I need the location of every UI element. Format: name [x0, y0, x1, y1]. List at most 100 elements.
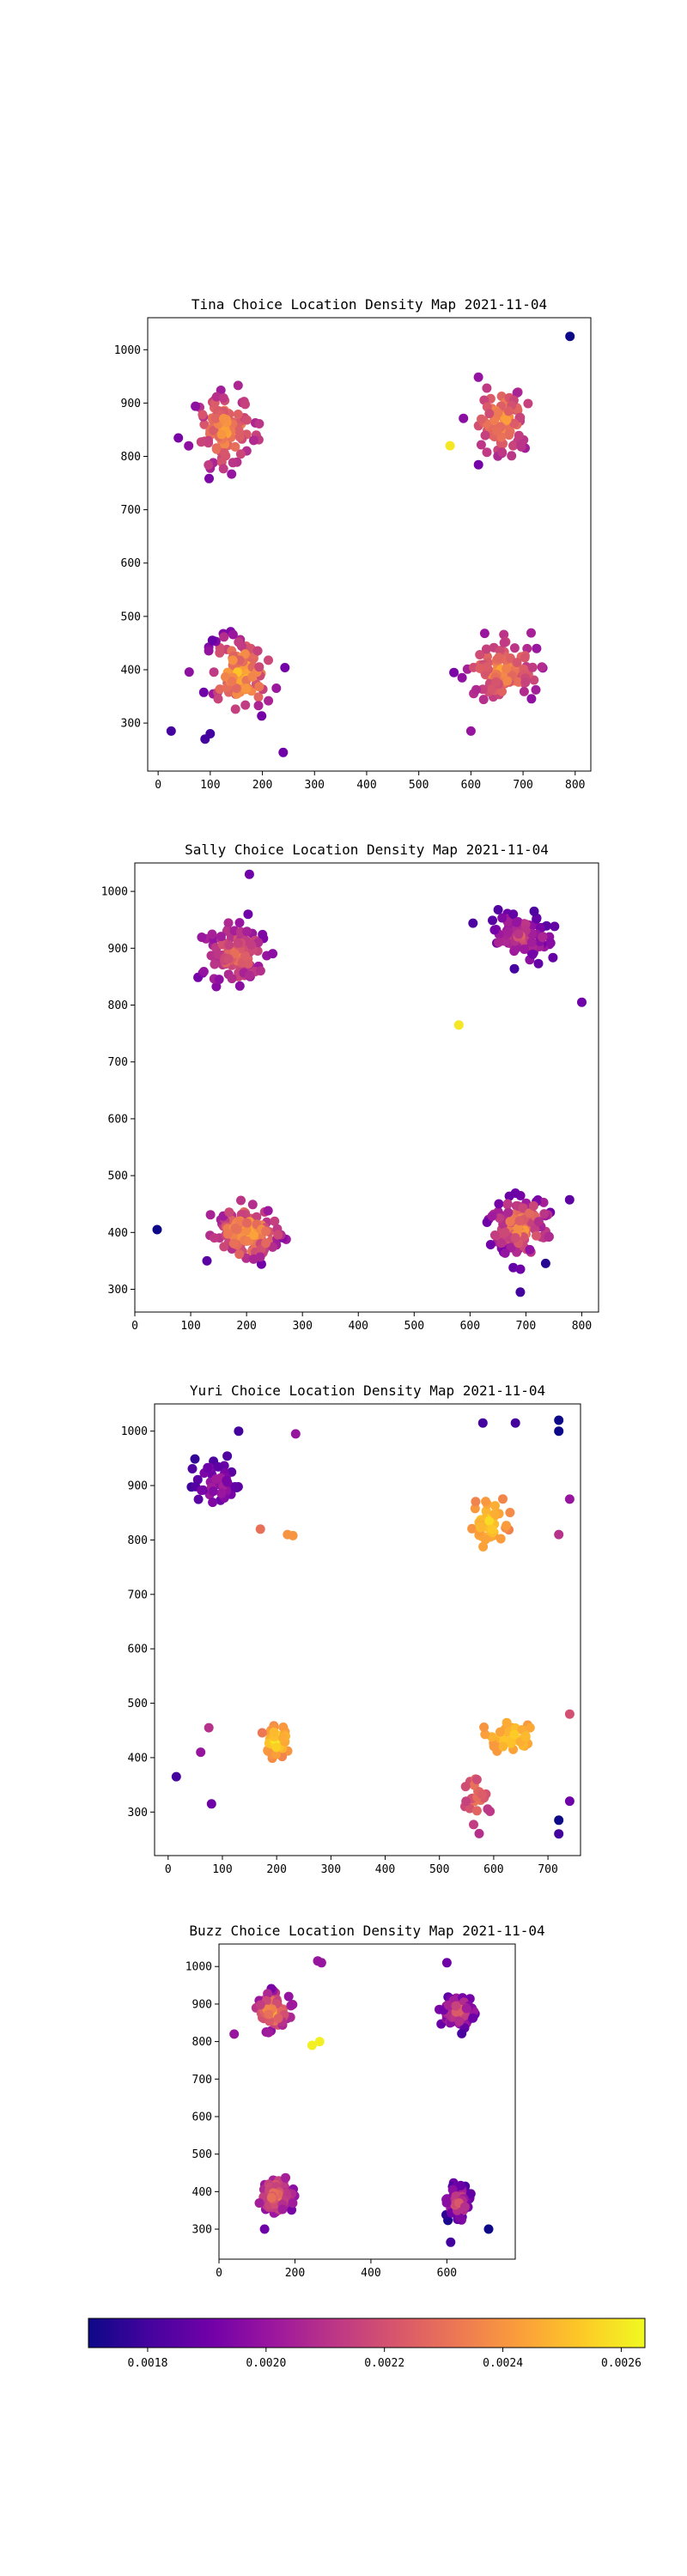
y-tick-label: 800: [108, 999, 128, 1012]
data-point: [227, 677, 237, 686]
data-point: [509, 418, 520, 428]
data-point: [211, 444, 222, 454]
data-point: [525, 1244, 535, 1255]
data-point: [480, 430, 490, 440]
data-point: [459, 413, 469, 423]
data-point: [478, 1541, 489, 1552]
data-point: [493, 905, 503, 914]
data-point: [222, 1229, 233, 1239]
data-point: [525, 1722, 535, 1733]
data-point: [199, 419, 210, 429]
data-point: [502, 664, 512, 674]
data-point: [499, 638, 509, 647]
y-tick-label: 800: [128, 1534, 148, 1547]
data-point: [219, 414, 228, 423]
x-tick-label: 100: [180, 1320, 200, 1333]
data-point: [204, 460, 214, 470]
data-point: [507, 451, 517, 461]
data-point: [465, 726, 476, 736]
y-tick-label: 700: [108, 1056, 128, 1069]
y-tick-label: 300: [192, 2224, 212, 2237]
data-point: [493, 408, 503, 418]
data-point: [478, 695, 489, 705]
data-point: [271, 683, 282, 693]
data-point: [484, 409, 495, 419]
data-point: [234, 1249, 245, 1260]
data-point: [210, 413, 221, 423]
data-point: [213, 1461, 223, 1472]
data-point: [247, 1200, 258, 1210]
data-point: [216, 1488, 227, 1498]
data-point: [204, 473, 214, 483]
data-point: [202, 1255, 212, 1266]
data-point: [253, 701, 264, 711]
data-point: [469, 1820, 478, 1830]
x-tick-label: 300: [292, 1320, 312, 1333]
panel-title: Tina Choice Location Density Map 2021-11…: [192, 296, 547, 313]
data-point: [269, 1727, 279, 1737]
data-point: [281, 2172, 290, 2183]
y-tick-label: 1000: [101, 886, 128, 899]
data-point: [206, 951, 216, 961]
data-point: [532, 643, 542, 653]
y-tick-label: 300: [108, 1284, 128, 1297]
data-point: [487, 683, 497, 694]
x-tick-label: 100: [212, 1863, 232, 1876]
data-point: [481, 1506, 491, 1516]
data-point: [529, 906, 539, 916]
data-point: [263, 1206, 273, 1216]
data-point: [495, 1213, 505, 1224]
data-point: [519, 686, 529, 696]
data-point: [231, 683, 241, 694]
data-point: [210, 959, 220, 969]
data-point: [484, 1516, 495, 1526]
data-point: [489, 925, 500, 935]
data-point: [528, 1200, 538, 1211]
y-tick-label: 400: [121, 664, 141, 677]
data-point: [527, 662, 538, 672]
data-point: [219, 448, 229, 458]
data-point: [234, 918, 245, 928]
data-point: [228, 655, 238, 665]
y-tick-label: 900: [192, 1998, 212, 2011]
data-point: [512, 388, 522, 398]
data-point: [257, 1728, 267, 1738]
data-point: [471, 684, 481, 695]
data-point: [499, 629, 509, 640]
data-point: [565, 331, 575, 342]
data-point: [453, 1020, 464, 1030]
data-point: [471, 1806, 482, 1816]
data-point: [495, 1727, 505, 1737]
scatter-points: [229, 1956, 494, 2247]
data-point: [502, 415, 512, 425]
data-point: [215, 647, 225, 658]
data-point: [529, 675, 539, 685]
data-point: [259, 2224, 270, 2234]
y-tick-label: 800: [192, 2036, 212, 2049]
data-point: [240, 951, 251, 961]
data-point: [503, 406, 514, 416]
data-point: [254, 682, 264, 692]
data-point: [494, 653, 504, 663]
data-point: [242, 415, 252, 425]
data-point: [273, 2014, 283, 2023]
data-point: [525, 1208, 535, 1218]
data-point: [476, 440, 486, 450]
data-point: [241, 1253, 252, 1263]
data-point: [210, 1233, 220, 1243]
x-tick-label: 500: [409, 779, 429, 792]
data-point: [240, 399, 250, 410]
data-point: [224, 940, 234, 950]
data-point: [545, 938, 556, 948]
data-point: [254, 2198, 264, 2208]
data-point: [228, 458, 238, 468]
data-point: [577, 997, 587, 1007]
data-point: [208, 1486, 218, 1497]
data-point: [457, 2028, 467, 2038]
y-tick-label: 500: [192, 2148, 212, 2161]
data-point: [491, 677, 501, 687]
data-point: [540, 1258, 550, 1268]
y-tick-label: 800: [121, 451, 141, 464]
data-point: [288, 1530, 298, 1540]
data-point: [523, 398, 533, 409]
